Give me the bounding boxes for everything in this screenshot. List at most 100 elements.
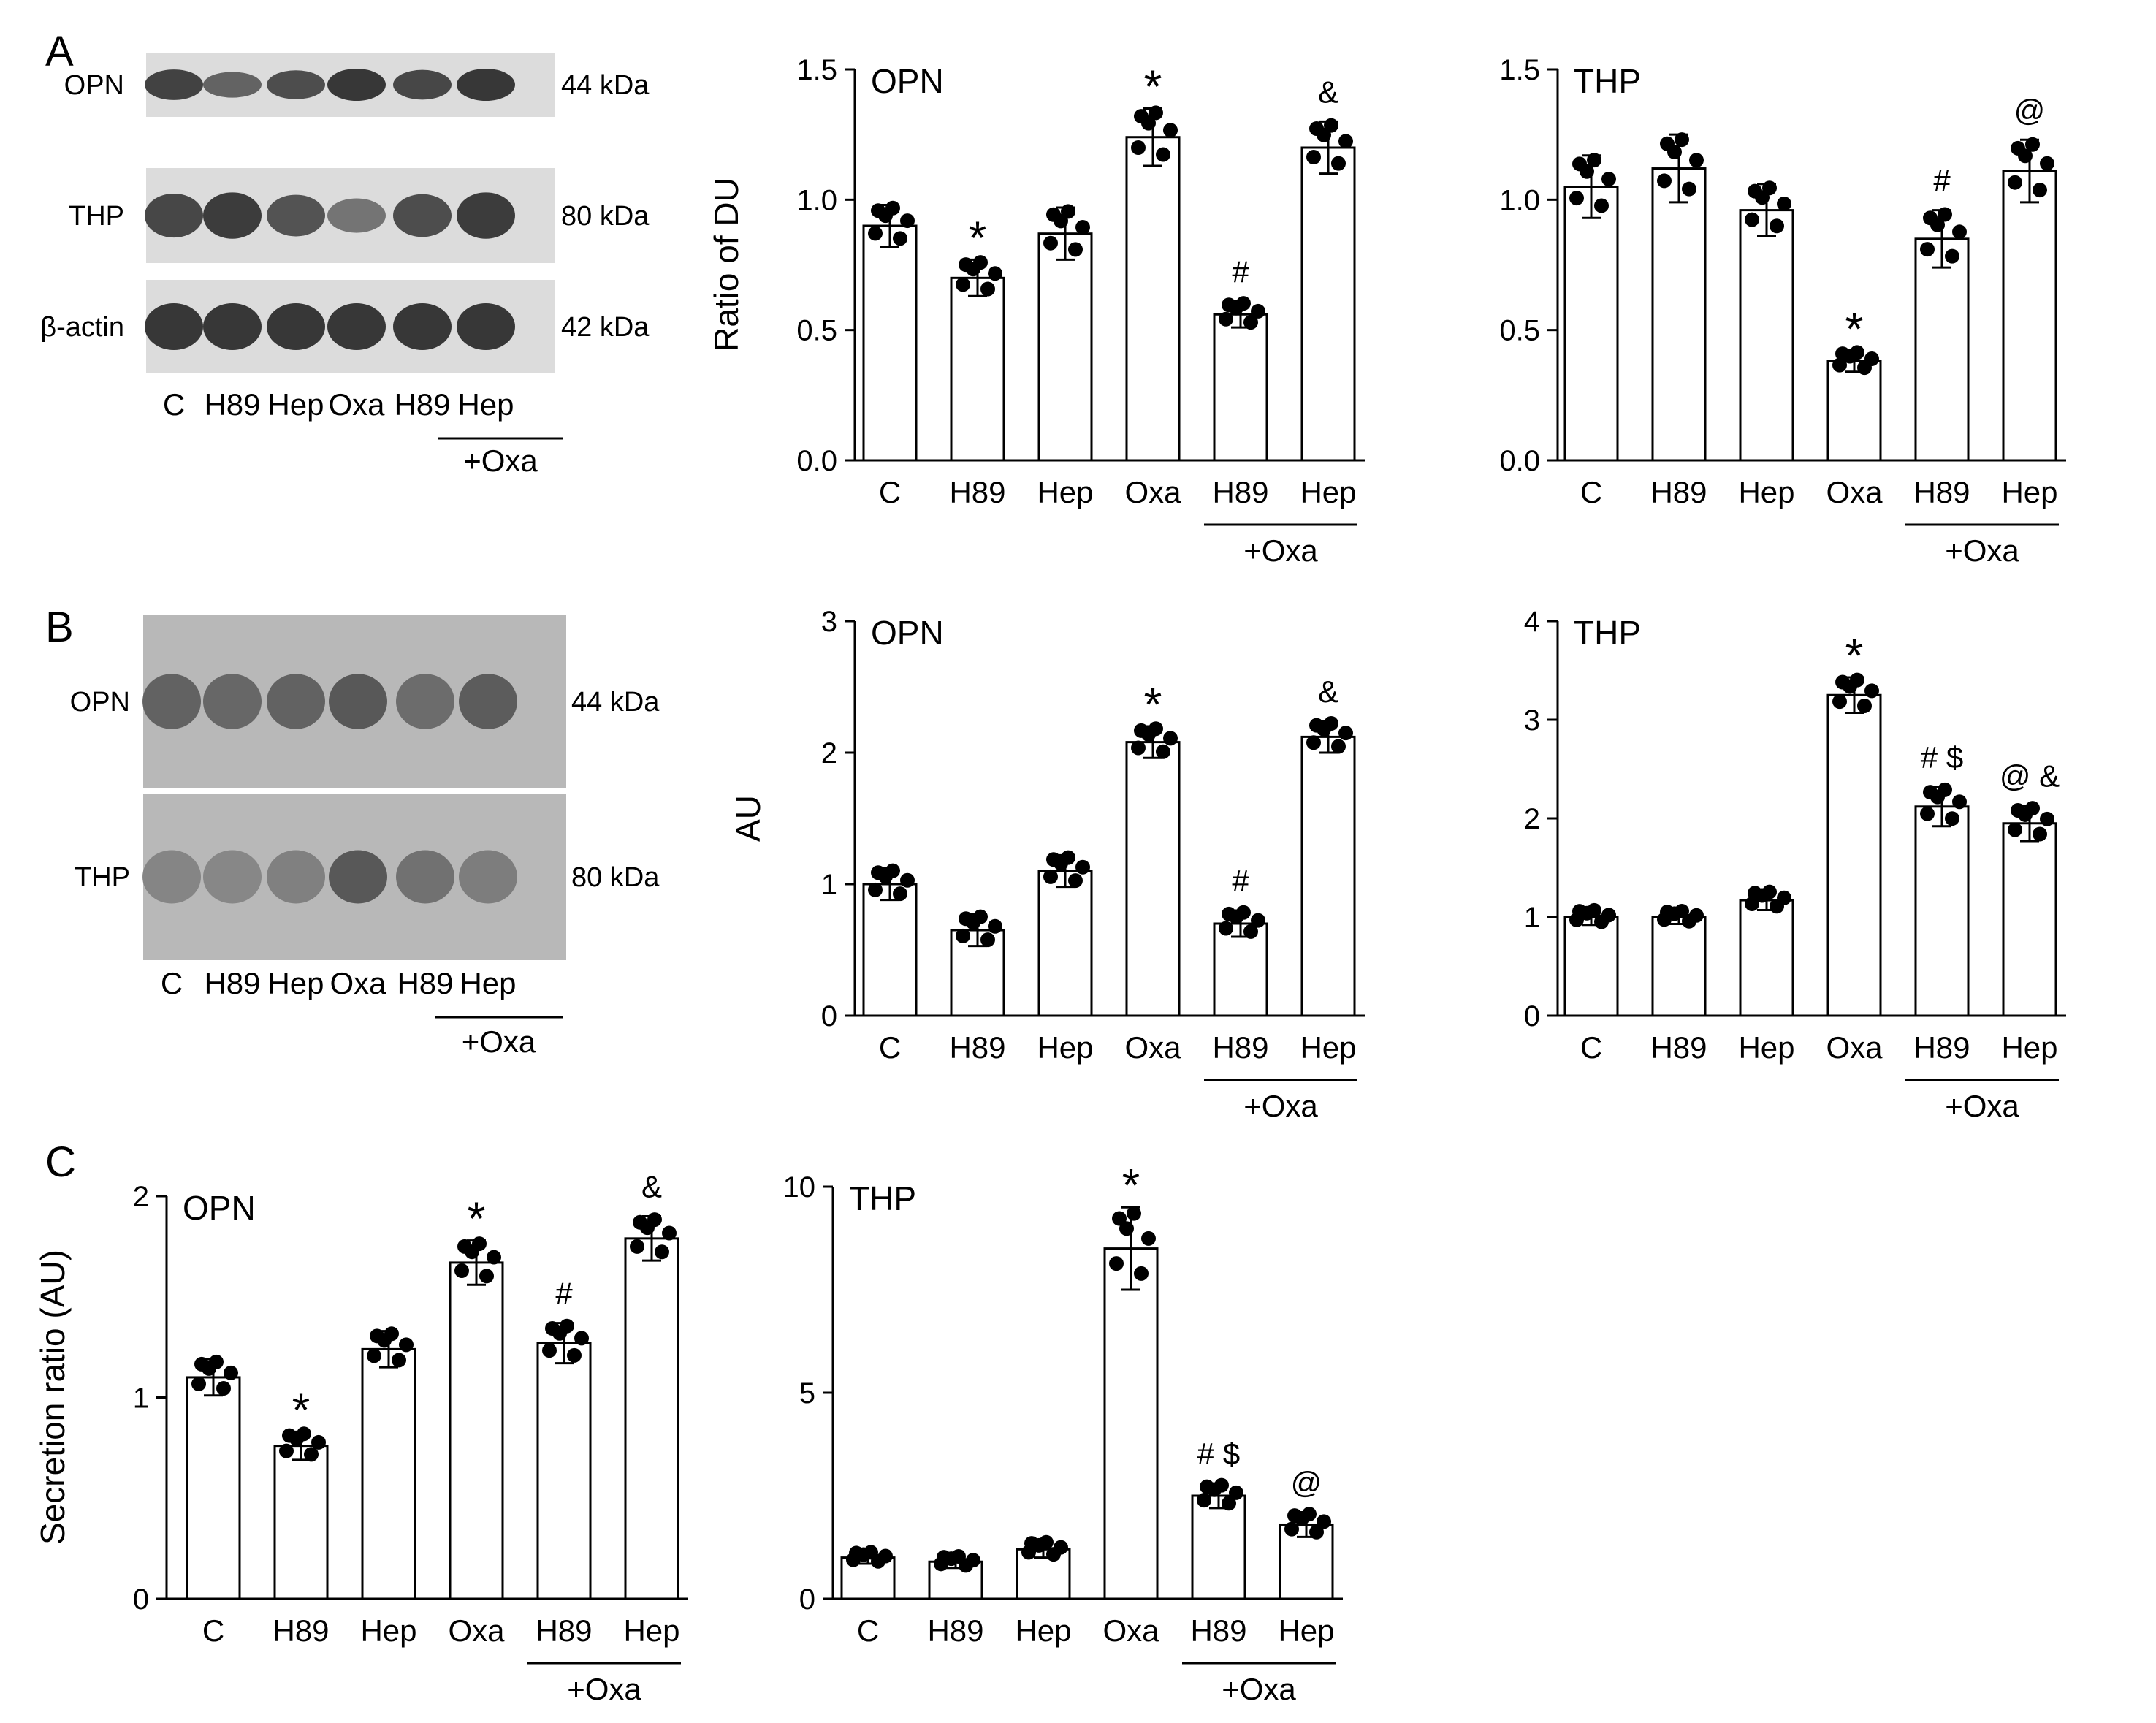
data-point	[988, 918, 1002, 934]
y-tick-label: 0.5	[796, 315, 837, 347]
data-point	[1222, 1496, 1236, 1511]
blot-band	[457, 69, 515, 101]
panel-label-c: C	[45, 1138, 76, 1186]
data-point	[1857, 699, 1872, 714]
chart-1: 0.0 0.5 1.0 1.5 OPN Ratio of DU C H89 * Hep Oxa * H8…	[707, 54, 1365, 568]
data-point	[1109, 1256, 1124, 1271]
blot-band	[267, 194, 325, 237]
blot-lane-label: H89	[204, 966, 260, 1000]
data-point	[1587, 902, 1601, 918]
chart-title: OPN	[183, 1189, 256, 1227]
data-point	[885, 200, 900, 216]
bar	[1826, 693, 1882, 1017]
bar	[1651, 916, 1707, 1017]
data-point	[1689, 908, 1704, 923]
y-tick-label: 0	[821, 1000, 837, 1032]
bar	[1213, 313, 1268, 462]
data-point	[457, 1239, 472, 1254]
blot-lane-label: Oxa	[330, 966, 386, 1000]
significance-mark: *	[1144, 61, 1162, 113]
y-axis-label: AU	[729, 795, 767, 842]
data-point	[1127, 1206, 1141, 1221]
bar	[862, 883, 918, 1017]
x-tick-label: Hep	[1300, 475, 1356, 509]
bar	[1739, 899, 1794, 1017]
y-axis-label: Secretion ratio (AU)	[34, 1250, 72, 1545]
x-tick-label: Hep	[623, 1613, 679, 1648]
data-point	[1046, 852, 1061, 867]
blot-group-label: +Oxa	[462, 1024, 536, 1059]
bar	[1037, 232, 1093, 462]
data-point	[1219, 921, 1233, 936]
data-point	[1302, 1507, 1317, 1522]
data-point	[1149, 721, 1163, 737]
data-point	[567, 1347, 582, 1363]
data-point	[2011, 803, 2025, 818]
x-tick-label: H89	[1913, 475, 1970, 509]
data-point	[1938, 782, 1952, 797]
x-tick-label: Hep	[1037, 1030, 1093, 1065]
data-point	[849, 1545, 864, 1561]
bar	[1300, 146, 1356, 462]
data-point	[630, 1239, 644, 1254]
blot-lane-label: Hep	[267, 387, 324, 422]
data-point	[370, 1328, 384, 1344]
blot-band	[267, 850, 325, 904]
data-point	[1068, 242, 1083, 257]
data-point	[1112, 1211, 1127, 1226]
y-tick-label: 1	[133, 1382, 149, 1415]
x-tick-label: Hep	[1037, 475, 1093, 509]
data-point	[1317, 1514, 1331, 1529]
data-point	[871, 203, 885, 218]
y-tick-label: 1.5	[1499, 54, 1540, 86]
y-tick-label: 10	[783, 1171, 816, 1203]
y-tick-label: 1.0	[1499, 184, 1540, 216]
y-tick-label: 5	[799, 1377, 815, 1410]
data-point	[1835, 346, 1850, 362]
data-point	[1938, 207, 1952, 222]
blot-band	[203, 192, 262, 239]
blot-band	[329, 674, 387, 729]
data-point	[2040, 156, 2054, 171]
blot-band	[329, 850, 387, 904]
x-tick-label: H89	[1650, 1030, 1707, 1065]
data-point	[2033, 826, 2047, 842]
significance-mark: *	[969, 211, 987, 264]
chart-6: 0 5 10 THP C H89 Hep Oxa * H89 # $ Hep @ +Oxa	[783, 1159, 1343, 1706]
y-tick-label: 2	[133, 1181, 149, 1213]
x-tick-label: Oxa	[448, 1613, 505, 1648]
chart-4: 0 1 2 3 4 THP C H89 Hep Oxa * H89 # $ Hep @ & +Oxa	[1524, 606, 2066, 1123]
bar	[1563, 186, 1619, 462]
x-tick-label: Oxa	[1826, 475, 1883, 509]
data-point	[1777, 196, 1791, 211]
data-point	[1850, 345, 1864, 360]
chart-title: OPN	[871, 62, 944, 100]
blot-size-label: 44 kDa	[571, 687, 660, 718]
data-point	[1748, 183, 1762, 199]
data-point	[1306, 149, 1321, 164]
data-point	[1770, 218, 1784, 234]
blot-row-label: OPN	[64, 70, 124, 101]
data-point	[973, 909, 988, 924]
data-point	[2025, 801, 2040, 816]
data-point	[392, 1353, 406, 1368]
blot-band	[327, 69, 386, 101]
bar	[1300, 735, 1356, 1017]
data-point	[282, 1428, 297, 1443]
data-point	[1024, 1536, 1039, 1551]
bar	[624, 1237, 679, 1600]
data-point	[1864, 683, 1879, 699]
chart-2: 0.0 0.5 1.0 1.5 THP C H89 Hep Oxa * H89 # Hep @ +Oxa	[1499, 54, 2066, 568]
blot-band	[327, 198, 386, 233]
bar	[1739, 209, 1794, 462]
data-point	[1214, 1477, 1229, 1493]
data-point	[951, 1549, 966, 1564]
blot-band	[142, 850, 201, 904]
y-tick-label: 0.5	[1499, 315, 1540, 347]
bar	[1826, 360, 1882, 462]
data-point	[574, 1331, 589, 1346]
data-point	[973, 255, 988, 270]
data-point	[1251, 303, 1265, 319]
